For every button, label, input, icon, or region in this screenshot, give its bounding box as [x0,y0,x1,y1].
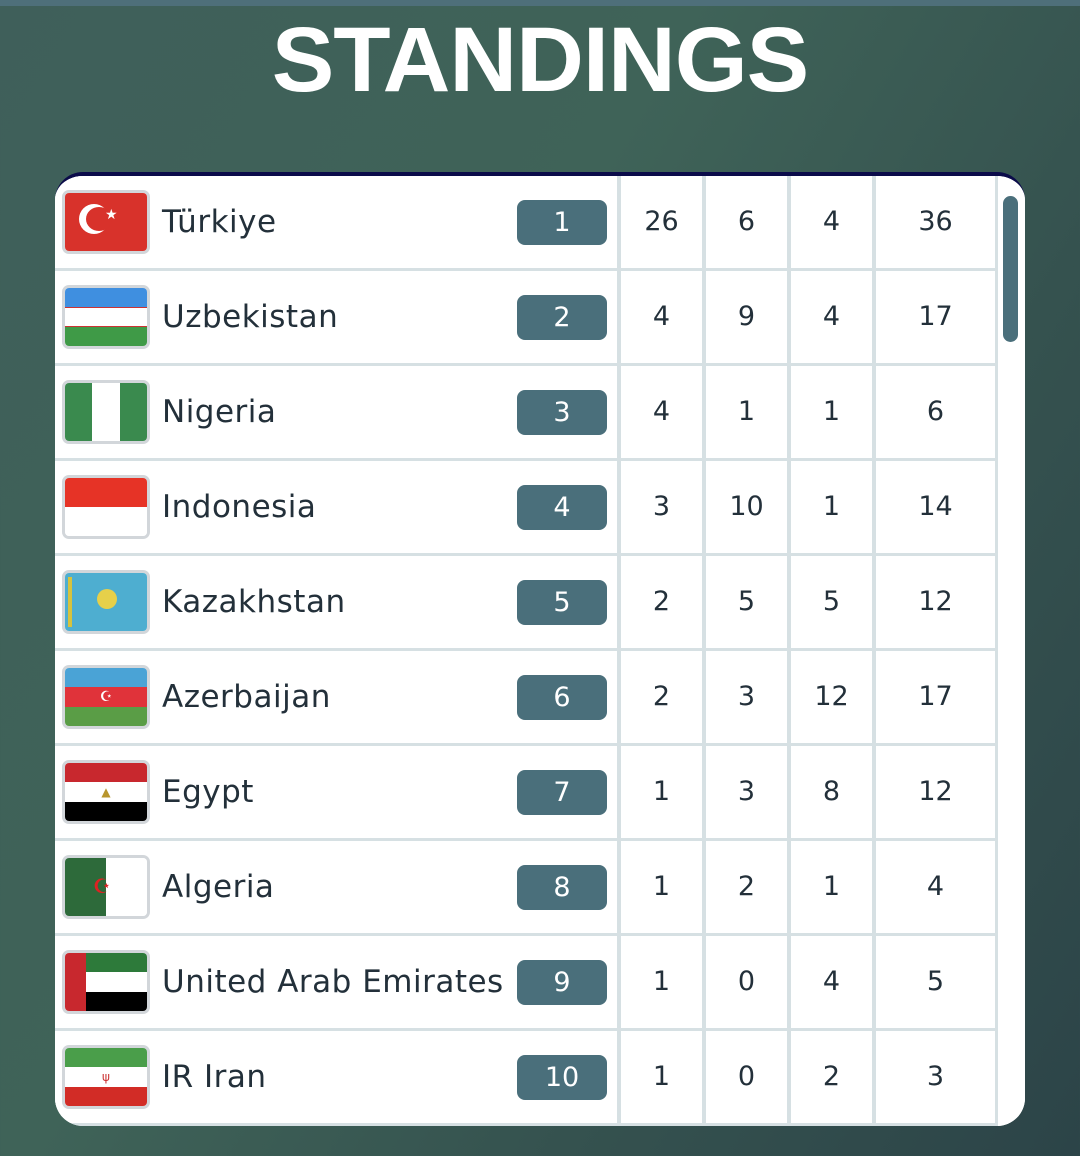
table-row[interactable]: ▲ Egypt 7 1 3 8 12 [55,746,998,838]
iran-flag-icon: ψ [62,1045,150,1109]
turkey-flag-icon: ★ [62,190,150,254]
total-cell: 5 [876,936,995,1028]
rank-badge: 9 [517,960,607,1005]
total-cell: 17 [876,271,995,363]
table-body: ★ Türkiye 1 26 6 4 36 Uzbekistan 2 4 9 4… [55,176,998,1126]
value-cell-2: 6 [706,176,787,268]
value-cell-2: 0 [706,936,787,1028]
value-cell-2: 3 [706,651,787,743]
country-name: Algeria [162,869,275,905]
country-name: Nigeria [162,394,277,430]
value-cell-2: 5 [706,556,787,648]
uae-flag-icon [62,950,150,1014]
value-cell-3: 12 [791,651,872,743]
value-cell-2: 3 [706,746,787,838]
country-name: Uzbekistan [162,299,339,335]
value-cell-1: 1 [621,936,702,1028]
value-cell-3: 4 [791,271,872,363]
country-cell: ☪ Algeria 8 [55,841,617,933]
value-cell-3: 1 [791,461,872,553]
value-cell-3: 1 [791,366,872,458]
country-cell: ψ IR Iran 10 [55,1031,617,1123]
value-cell-1: 1 [621,746,702,838]
table-row[interactable]: United Arab Emirates 9 1 0 4 5 [55,936,998,1028]
table-row[interactable]: Kazakhstan 5 2 5 5 12 [55,556,998,648]
country-cell: ★ Türkiye 1 [55,176,617,268]
value-cell-1: 26 [621,176,702,268]
country-cell: ☪ Azerbaijan 6 [55,651,617,743]
rank-badge: 8 [517,865,607,910]
country-name: Kazakhstan [162,584,346,620]
standings-table: ★ Türkiye 1 26 6 4 36 Uzbekistan 2 4 9 4… [55,172,1025,1126]
value-cell-1: 3 [621,461,702,553]
value-cell-1: 1 [621,1031,702,1123]
table-row[interactable]: Uzbekistan 2 4 9 4 17 [55,271,998,363]
rank-badge: 5 [517,580,607,625]
country-name: Egypt [162,774,254,810]
rank-badge: 1 [517,200,607,245]
rank-badge: 10 [517,1055,607,1100]
table-row[interactable]: ☪ Algeria 8 1 2 1 4 [55,841,998,933]
country-name: Türkiye [162,204,277,240]
total-cell: 3 [876,1031,995,1123]
rank-badge: 4 [517,485,607,530]
country-name: Azerbaijan [162,679,331,715]
value-cell-3: 4 [791,936,872,1028]
country-cell: Indonesia 4 [55,461,617,553]
total-cell: 6 [876,366,995,458]
total-cell: 17 [876,651,995,743]
scrollbar-thumb[interactable] [1003,196,1018,342]
value-cell-1: 4 [621,366,702,458]
value-cell-1: 4 [621,271,702,363]
value-cell-1: 1 [621,841,702,933]
country-cell: United Arab Emirates 9 [55,936,617,1028]
value-cell-3: 8 [791,746,872,838]
rank-badge: 7 [517,770,607,815]
uzbekistan-flag-icon [62,285,150,349]
rank-badge: 2 [517,295,607,340]
value-cell-2: 1 [706,366,787,458]
country-cell: Nigeria 3 [55,366,617,458]
country-cell: ▲ Egypt 7 [55,746,617,838]
rank-badge: 3 [517,390,607,435]
value-cell-2: 10 [706,461,787,553]
indonesia-flag-icon [62,475,150,539]
country-name: Indonesia [162,489,317,525]
algeria-flag-icon: ☪ [62,855,150,919]
total-cell: 14 [876,461,995,553]
nigeria-flag-icon [62,380,150,444]
top-bar [0,0,1080,6]
value-cell-1: 2 [621,651,702,743]
value-cell-3: 5 [791,556,872,648]
value-cell-2: 2 [706,841,787,933]
table-row[interactable]: ☪ Azerbaijan 6 2 3 12 17 [55,651,998,743]
value-cell-3: 2 [791,1031,872,1123]
country-cell: Uzbekistan 2 [55,271,617,363]
rank-badge: 6 [517,675,607,720]
table-row[interactable]: ψ IR Iran 10 1 0 2 3 [55,1031,998,1123]
value-cell-3: 4 [791,176,872,268]
azerbaijan-flag-icon: ☪ [62,665,150,729]
value-cell-3: 1 [791,841,872,933]
total-cell: 4 [876,841,995,933]
kazakhstan-flag-icon [62,570,150,634]
page-title: STANDINGS [271,9,810,111]
total-cell: 12 [876,746,995,838]
value-cell-1: 2 [621,556,702,648]
scrollbar[interactable] [998,176,1025,1126]
country-cell: Kazakhstan 5 [55,556,617,648]
country-name: IR Iran [162,1059,267,1095]
egypt-flag-icon: ▲ [62,760,150,824]
table-row[interactable]: Indonesia 4 3 10 1 14 [55,461,998,553]
value-cell-2: 0 [706,1031,787,1123]
table-row[interactable]: ★ Türkiye 1 26 6 4 36 [55,176,998,268]
total-cell: 36 [876,176,995,268]
value-cell-2: 9 [706,271,787,363]
country-name: United Arab Emirates [162,964,504,1000]
table-row[interactable]: Nigeria 3 4 1 1 6 [55,366,998,458]
total-cell: 12 [876,556,995,648]
